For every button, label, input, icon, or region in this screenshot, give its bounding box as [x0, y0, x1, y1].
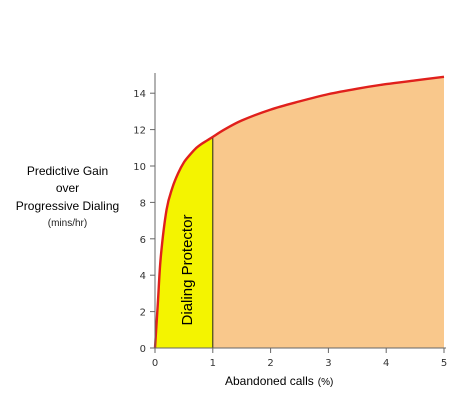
x-tick-label-4: 4 — [383, 358, 389, 369]
x-tick-label-5: 5 — [441, 358, 447, 369]
y-tick-label-12: 12 — [133, 126, 146, 137]
y-tick-label-8: 8 — [140, 198, 146, 209]
y-tick-label-0: 0 — [140, 344, 146, 355]
y-axis-units: (mins/hr) — [47, 218, 88, 229]
shaded-regions — [155, 76, 444, 348]
y-tick-label-6: 6 — [140, 235, 146, 246]
region-label-0: Dialing Protector — [179, 215, 196, 326]
region-labels: Dialing Protector — [179, 215, 196, 326]
region-fill-1 — [212, 76, 444, 348]
x-axis-title-text: Abandoned calls — [225, 374, 314, 388]
x-tick-label-3: 3 — [325, 358, 331, 369]
x-axis-title: Abandoned calls (%) — [225, 374, 333, 388]
y-tick-label-2: 2 — [140, 308, 146, 319]
y-tick-label-10: 10 — [133, 162, 146, 173]
x-tick-label-1: 1 — [210, 358, 216, 369]
y-axis-title-line-1: Predictive Gain — [26, 164, 109, 178]
series-line — [153, 75, 445, 349]
y-axis-title-line-3: Progressive Dialing — [15, 199, 120, 213]
y-tick-label-4: 4 — [140, 271, 146, 282]
x-tick-label-0: 0 — [152, 358, 158, 369]
curve-layer — [153, 75, 445, 349]
y-tick-label-14: 14 — [133, 89, 146, 100]
x-axis-units: (%) — [317, 377, 334, 388]
region-fill-0 — [155, 136, 213, 348]
x-tick-label-2: 2 — [267, 358, 273, 369]
y-axis-title-line-2: over — [55, 181, 80, 195]
